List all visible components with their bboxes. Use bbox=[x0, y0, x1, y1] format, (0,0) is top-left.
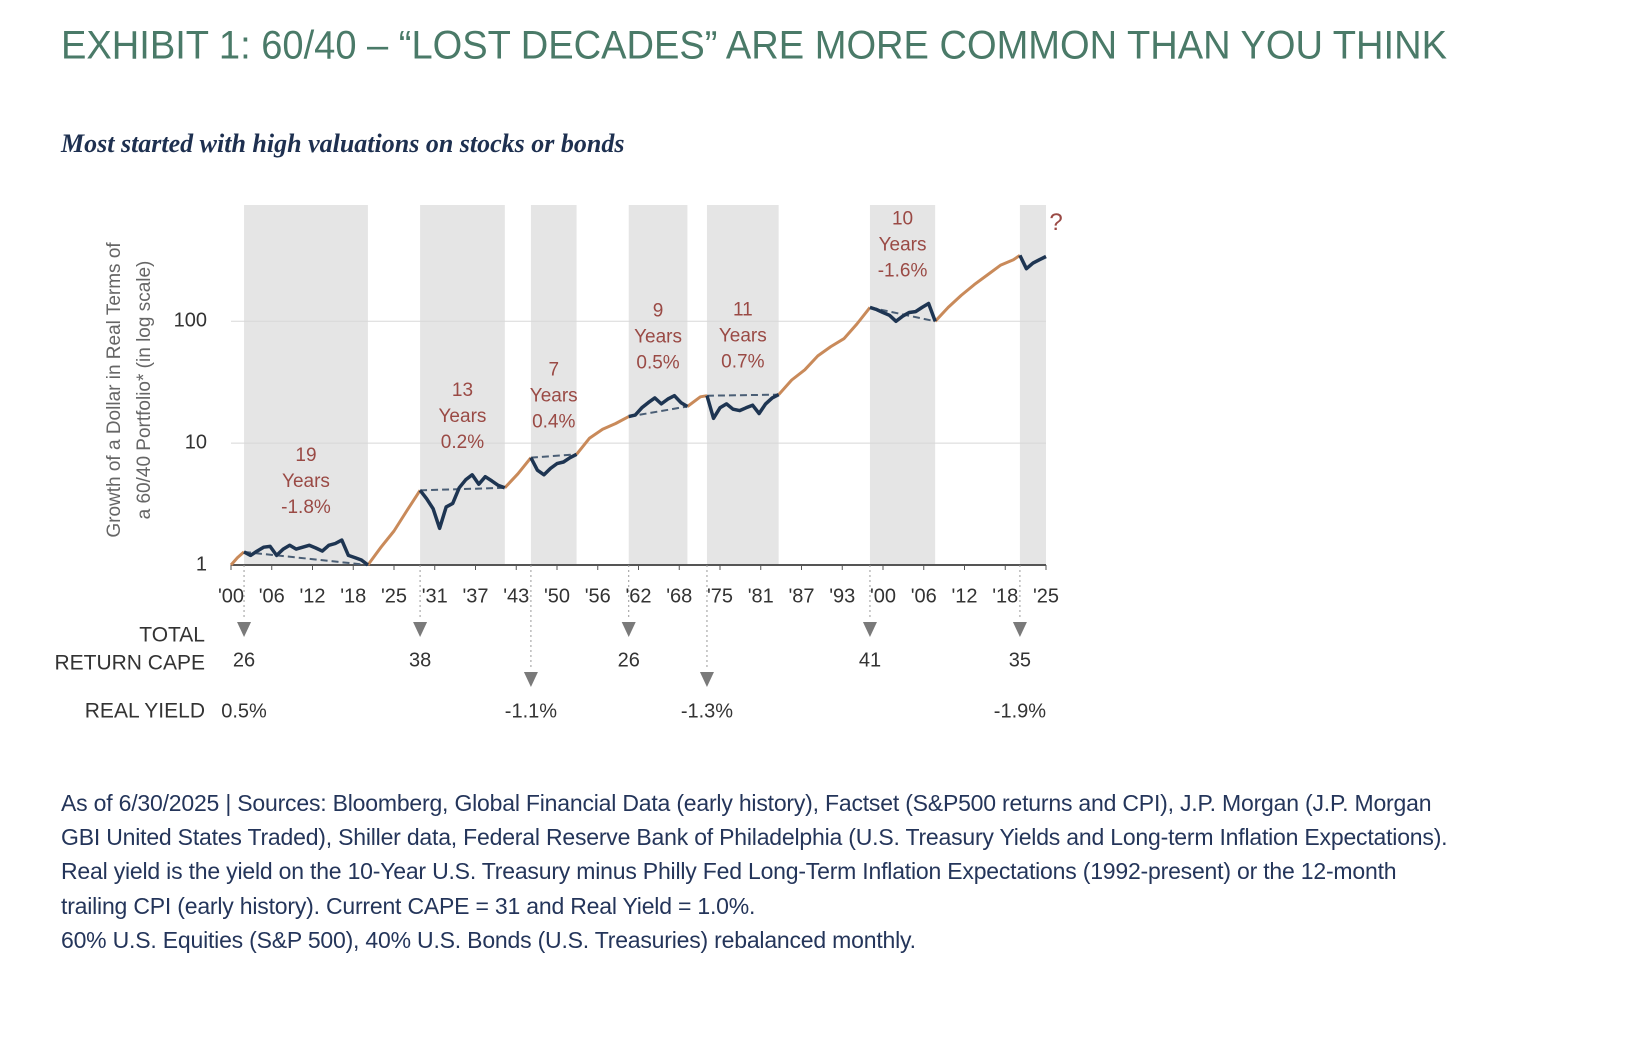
period-shade bbox=[530, 205, 577, 565]
x-tick-label: '68 bbox=[666, 585, 692, 607]
row-label: TOTAL bbox=[139, 624, 205, 647]
row-label: REAL YIELD bbox=[85, 700, 205, 723]
footnote-line: 60% U.S. Equities (S&P 500), 40% U.S. Bo… bbox=[61, 926, 916, 953]
arrow bbox=[523, 672, 538, 687]
footnote-line: Real yield is the yield on the 10-Year U… bbox=[61, 858, 1397, 885]
period-unit: Years bbox=[879, 234, 927, 255]
trend-line bbox=[628, 405, 688, 418]
footnote-line: As of 6/30/2025 | Sources: Bloomberg, Gl… bbox=[61, 790, 1432, 816]
period-unit: Years bbox=[634, 327, 682, 348]
x-tick-label: '06 bbox=[911, 585, 937, 607]
cape-value: 26 bbox=[618, 649, 640, 671]
series-line bbox=[229, 254, 1021, 566]
arrow bbox=[862, 622, 877, 637]
period-return: -1.8% bbox=[281, 497, 331, 518]
trend-line bbox=[530, 453, 577, 459]
footnote: As of 6/30/2025 | Sources: Bloomberg, Gl… bbox=[61, 786, 1448, 957]
y-tick-label: 1 bbox=[196, 553, 207, 575]
footnote-line: GBI United States Traded), Shiller data,… bbox=[61, 824, 1448, 851]
x-tick-label: '75 bbox=[707, 585, 733, 607]
period-return: 0.2% bbox=[441, 432, 484, 453]
period-shade bbox=[244, 205, 368, 565]
y-tick-label: 10 bbox=[185, 431, 207, 453]
y-axis-label: a 60/40 Portfolio* (in log scale) bbox=[134, 261, 155, 520]
x-tick-label: '87 bbox=[788, 585, 814, 607]
x-tick-label: '00 bbox=[870, 585, 896, 607]
period-years: 9 bbox=[653, 301, 664, 322]
real-yield-value: -1.9% bbox=[994, 700, 1046, 722]
x-tick-label: '43 bbox=[503, 585, 529, 607]
x-tick-label: '06 bbox=[259, 585, 285, 607]
chart-subtitle: Most started with high valuations on sto… bbox=[60, 129, 624, 158]
real-yield-value: -1.1% bbox=[505, 700, 557, 722]
chart: EXHIBIT 1: 60/40 – “LOST DECADES” ARE MO… bbox=[54, 24, 1447, 723]
period-years: 7 bbox=[548, 359, 559, 380]
trend-line bbox=[706, 393, 779, 397]
chart-title: EXHIBIT 1: 60/40 – “LOST DECADES” ARE MO… bbox=[61, 24, 1447, 68]
y-axis-label: Growth of a Dollar in Real Terms of bbox=[104, 242, 125, 538]
cape-value: 38 bbox=[409, 649, 431, 671]
period-shade bbox=[420, 205, 505, 565]
y-tick-label: 100 bbox=[174, 310, 207, 332]
x-tick-label: '50 bbox=[544, 585, 570, 607]
period-return: 0.5% bbox=[636, 353, 679, 374]
period-years: 19 bbox=[295, 445, 316, 466]
x-tick-label: '12 bbox=[951, 585, 977, 607]
period-years: 11 bbox=[733, 300, 753, 321]
x-tick-label: '25 bbox=[1033, 585, 1059, 607]
footnote-line: trailing CPI (early history). Current CA… bbox=[61, 892, 756, 919]
x-tick-label: '31 bbox=[422, 585, 448, 607]
period-shade bbox=[706, 205, 779, 565]
x-tick-label: '12 bbox=[299, 585, 325, 607]
period-return: 0.4% bbox=[532, 411, 575, 432]
row-label: RETURN CAPE bbox=[54, 652, 205, 675]
period-unit: Years bbox=[282, 471, 330, 492]
cape-value: 35 bbox=[1009, 649, 1031, 671]
x-tick-label: '00 bbox=[218, 585, 244, 607]
period-return: -1.6% bbox=[878, 260, 928, 281]
period-shade bbox=[628, 205, 688, 565]
period-unit: Years bbox=[530, 385, 578, 406]
x-tick-label: '56 bbox=[585, 585, 611, 607]
period-unit: Years bbox=[439, 406, 487, 427]
x-tick-label: '93 bbox=[829, 585, 855, 607]
x-tick-label: '81 bbox=[748, 585, 774, 607]
cape-value: 26 bbox=[233, 649, 255, 671]
arrow bbox=[699, 672, 714, 687]
arrow bbox=[1012, 622, 1027, 637]
arrow bbox=[413, 622, 428, 637]
period-shade bbox=[869, 205, 936, 565]
period-years: 10 bbox=[892, 208, 913, 229]
x-tick-label: '18 bbox=[992, 585, 1018, 607]
x-tick-label: '62 bbox=[625, 585, 651, 607]
real-yield-value: -1.3% bbox=[681, 700, 733, 722]
series-line bbox=[243, 254, 1047, 567]
arrow bbox=[237, 622, 252, 637]
trend-line bbox=[420, 486, 505, 492]
period-years: 13 bbox=[452, 380, 473, 401]
real-yield-value: 0.5% bbox=[221, 700, 267, 722]
period-unit: Years bbox=[719, 326, 767, 347]
arrow bbox=[621, 622, 636, 637]
trend-line bbox=[243, 550, 369, 566]
x-tick-label: '18 bbox=[340, 585, 366, 607]
x-tick-label: '25 bbox=[381, 585, 407, 607]
cape-value: 41 bbox=[859, 649, 881, 671]
period-label: ? bbox=[1049, 209, 1062, 236]
x-tick-label: '37 bbox=[462, 585, 488, 607]
period-return: 0.7% bbox=[721, 352, 764, 373]
